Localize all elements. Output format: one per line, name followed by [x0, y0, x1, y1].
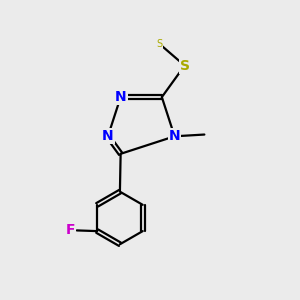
Text: N: N	[169, 129, 180, 143]
Text: N: N	[102, 129, 114, 143]
Text: S: S	[156, 39, 162, 49]
Text: S: S	[180, 58, 190, 73]
Text: F: F	[66, 224, 75, 237]
Text: N: N	[115, 90, 126, 104]
